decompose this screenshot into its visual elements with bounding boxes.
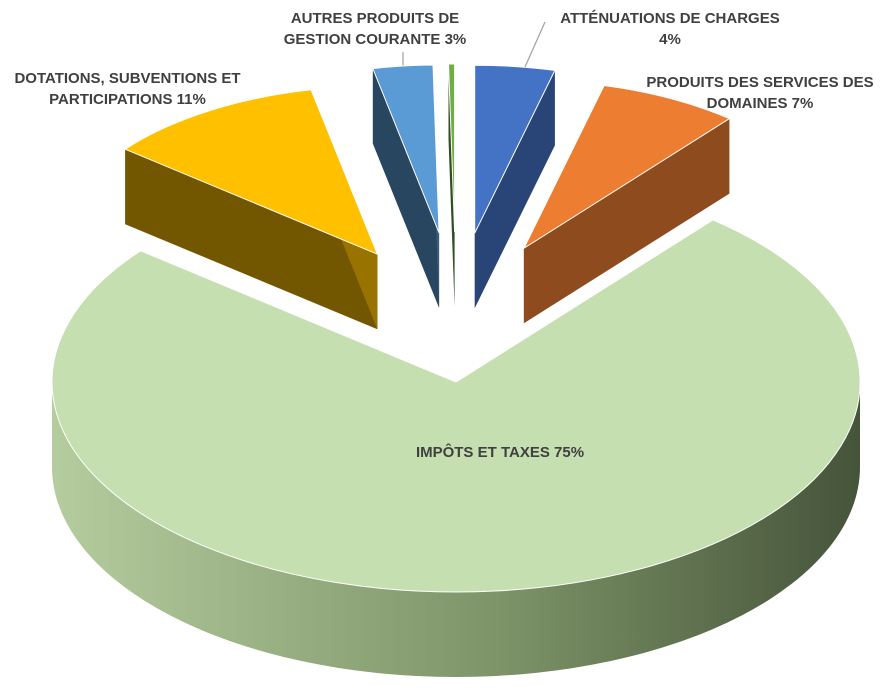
slice xyxy=(372,64,440,234)
category-label: AUTRES PRODUITS DE GESTION COURANTE xyxy=(283,10,460,48)
slice-label: DOTATIONS, SUBVENTIONS ET PARTICIPATIONS… xyxy=(5,68,250,110)
slice xyxy=(51,219,861,593)
slice-label: PRODUITS DES SERVICES DES DOMAINES 7% xyxy=(630,72,890,114)
category-label: PRODUITS DES SERVICES DES DOMAINES xyxy=(646,74,874,112)
slice-side xyxy=(448,64,455,307)
slice-wall xyxy=(52,382,860,677)
value-label: 4% xyxy=(659,31,681,48)
value-label: 3% xyxy=(444,31,467,48)
slice-label: AUTRES PRODUITS DE GESTION COURANTE 3% xyxy=(270,8,480,50)
slice-side xyxy=(372,68,440,308)
slice-side xyxy=(523,118,730,324)
value-label: 7% xyxy=(791,95,814,112)
value-label: 11% xyxy=(176,91,206,108)
slice xyxy=(124,89,379,256)
slice-side xyxy=(474,70,555,309)
category-label: ATTÉNUATIONS DE CHARGES xyxy=(560,10,780,27)
slice xyxy=(474,64,556,234)
slice xyxy=(522,84,731,250)
slice-label: IMPÔTS ET TAXES 75% xyxy=(330,442,670,463)
slice-label: ATTÉNUATIONS DE CHARGES 4% xyxy=(525,8,815,50)
category-label: IMPÔTS ET TAXES xyxy=(415,444,550,461)
value-label: 75% xyxy=(554,444,585,461)
slice xyxy=(447,63,456,233)
slice-side xyxy=(125,149,378,330)
category-label: DOTATIONS, SUBVENTIONS ET PARTICIPATIONS xyxy=(14,70,241,108)
